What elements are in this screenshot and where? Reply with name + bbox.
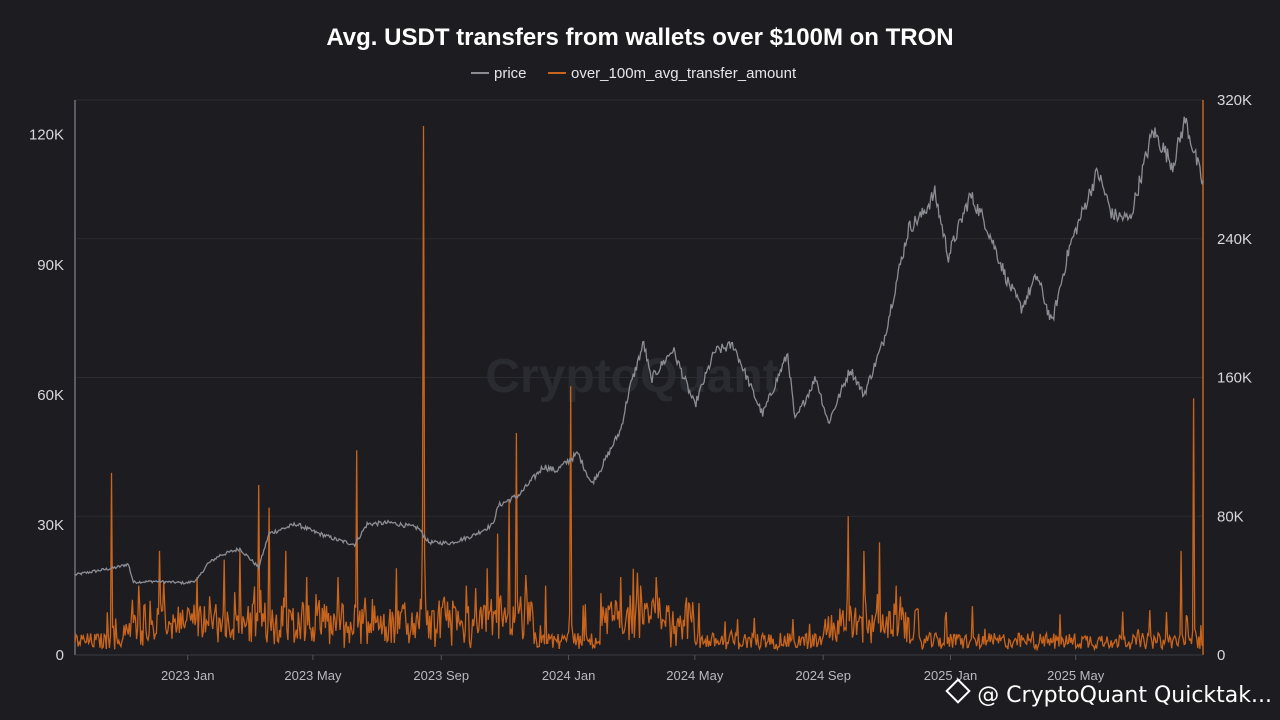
axes	[74, 100, 1204, 656]
y-tick-right: 240K	[1217, 231, 1252, 248]
x-axis-labels: 2023 Jan 2023 May 2023 Sep 2024 Jan 2024 May…	[161, 655, 1105, 683]
x-tick-label: 2025 Jan	[924, 668, 978, 683]
credit-badge: @ CryptoQuant Quicktak...	[945, 678, 1272, 708]
y-tick-right: 80K	[1217, 508, 1244, 525]
credit-handle: @ CryptoQuant Quicktak...	[977, 683, 1272, 708]
y-tick-right: 0	[1217, 647, 1225, 664]
x-tick-label: 2023 Sep	[413, 668, 469, 683]
y-axis-right-labels: 0 80K 160K 240K 320K	[1217, 92, 1252, 664]
y-tick-left: 90K	[37, 257, 64, 274]
chart-title: Avg. USDT transfers from wallets over $1…	[326, 24, 953, 51]
y-tick-left: 120K	[29, 127, 64, 144]
binance-diamond-icon	[945, 678, 971, 704]
x-tick-label: 2024 May	[666, 668, 724, 683]
x-tick-label: 2023 May	[284, 668, 342, 683]
legend-label-price[interactable]: price	[494, 65, 527, 82]
y-axis-left-labels: 0 30K 60K 90K 120K	[29, 127, 64, 664]
grid-lines	[75, 99, 1203, 656]
x-tick-label: 2025 May	[1047, 668, 1105, 683]
y-tick-left: 30K	[37, 517, 64, 534]
y-tick-right: 320K	[1217, 92, 1252, 109]
watermark: CryptoQuant	[485, 350, 778, 403]
legend[interactable]: price over_100m_avg_transfer_amount	[471, 65, 797, 82]
series-transfer-group	[74, 125, 1204, 652]
legend-label-transfer[interactable]: over_100m_avg_transfer_amount	[571, 65, 797, 82]
y-tick-left: 60K	[37, 387, 64, 404]
x-tick-label: 2023 Jan	[161, 668, 215, 683]
y-tick-right: 160K	[1217, 370, 1252, 387]
price-line	[74, 116, 1204, 586]
y-tick-left: 0	[56, 647, 64, 664]
x-tick-label: 2024 Sep	[795, 668, 851, 683]
x-tick-label: 2024 Jan	[542, 668, 596, 683]
transfer-line	[74, 125, 1204, 652]
series-price-group	[74, 116, 1204, 586]
